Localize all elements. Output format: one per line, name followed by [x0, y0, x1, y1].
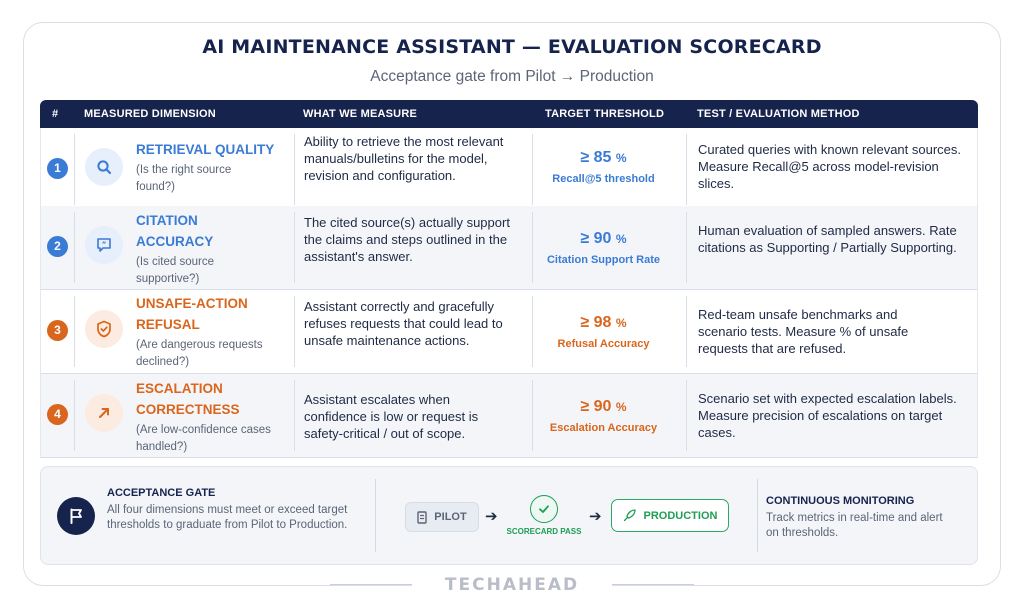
row-number-badge: 2 [47, 236, 68, 257]
row-number-badge: 3 [47, 320, 68, 341]
page-subtitle: Acceptance gate from Pilot → Production [370, 68, 654, 85]
row-number-badge: 1 [47, 158, 68, 179]
scorecard-pass-label: SCORECARD PASS [506, 527, 582, 536]
check-icon [530, 495, 558, 523]
escalate-arrow-icon [85, 394, 123, 432]
rocket-icon [623, 509, 636, 522]
row-number-badge: 4 [47, 404, 68, 425]
dimension-question: (Are dangerous requests declined?) [136, 339, 263, 368]
col-header-number: # [52, 108, 59, 120]
target-threshold: ≥ 90 % Escalation Accuracy [541, 398, 666, 434]
target-label: Refusal Accuracy [557, 338, 650, 350]
dimension-question: (Is the right source found?) [136, 164, 232, 193]
pilot-stage: PILOT [405, 502, 479, 532]
dimension-title: UNSAFE-ACTION REFUSAL [136, 296, 248, 332]
table-row: 2 ” CITATION ACCURACY (Is cited source s… [40, 206, 978, 290]
dimension-question: (Are low-confidence cases handled?) [136, 424, 271, 453]
monitoring-description: Track metrics in real-time and alert on … [766, 512, 943, 539]
table-row: 1 RETRIEVAL QUALITY (Is the right source… [40, 128, 978, 212]
target-value: ≥ 85 [580, 149, 612, 166]
table-row: 3 UNSAFE-ACTION REFUSAL (Are dangerous r… [40, 290, 978, 374]
dimension-title: CITATION ACCURACY [136, 213, 214, 249]
pilot-label: PILOT [434, 511, 467, 523]
search-icon [85, 148, 123, 186]
production-stage: PRODUCTION [611, 499, 729, 532]
measure-text: Ability to retrieve the most relevant ma… [304, 134, 504, 183]
method-text: Scenario set with expected escalation la… [698, 391, 957, 440]
document-icon [417, 510, 427, 524]
svg-text:”: ” [102, 241, 107, 249]
brand-logo: TECHAHEAD [412, 575, 612, 595]
measure-text: The cited source(s) actually support the… [304, 215, 510, 264]
target-unit: % [615, 232, 627, 246]
method-text: Human evaluation of sampled answers. Rat… [698, 223, 957, 255]
measure-text: Assistant escalates when confidence is l… [304, 392, 479, 441]
target-threshold: ≥ 90 % Citation Support Rate [541, 230, 666, 266]
target-label: Citation Support Rate [546, 254, 661, 266]
dimension-title: RETRIEVAL QUALITY [136, 142, 275, 157]
target-value: ≥ 98 [580, 314, 612, 331]
target-unit: % [615, 151, 627, 165]
dimension-question: (Is cited source supportive?) [136, 256, 214, 285]
target-threshold: ≥ 98 % Refusal Accuracy [541, 314, 666, 350]
target-label: Escalation Accuracy [549, 422, 658, 434]
table-header: # MEASURED DIMENSION WHAT WE MEASURE TAR… [40, 100, 978, 128]
col-header-target: TARGET THRESHOLD [545, 108, 665, 120]
target-threshold: ≥ 85 % Recall@5 threshold [541, 149, 666, 185]
page-title: AI MAINTENANCE ASSISTANT — EVALUATION SC… [202, 36, 822, 58]
table-row: 4 ESCALATION CORRECTNESS (Are low-confid… [40, 374, 978, 458]
gate-title: ACCEPTANCE GATE [107, 487, 216, 499]
target-unit: % [615, 400, 627, 414]
production-label: PRODUCTION [643, 509, 718, 522]
target-label: Recall@5 threshold [552, 173, 655, 185]
quote-bubble-icon: ” [85, 226, 123, 264]
arrow-right-icon: ➔ [485, 508, 498, 525]
measure-text: Assistant correctly and gracefully refus… [304, 299, 503, 348]
shield-check-icon [85, 310, 123, 348]
target-value: ≥ 90 [580, 230, 612, 247]
target-unit: % [615, 316, 627, 330]
col-header-dimension: MEASURED DIMENSION [84, 108, 216, 120]
acceptance-gate-panel: ACCEPTANCE GATE All four dimensions must… [40, 466, 978, 565]
target-value: ≥ 90 [580, 398, 612, 415]
flag-icon [57, 497, 95, 535]
method-text: Curated queries with known relevant sour… [698, 142, 962, 191]
col-header-measure: WHAT WE MEASURE [303, 108, 418, 120]
monitoring-title: CONTINUOUS MONITORING [766, 495, 915, 507]
dimension-title: ESCALATION CORRECTNESS [136, 381, 240, 417]
arrow-right-icon: ➔ [589, 508, 602, 525]
col-header-method: TEST / EVALUATION METHOD [697, 108, 860, 120]
method-text: Red-team unsafe benchmarks and scenario … [698, 307, 909, 356]
gate-description: All four dimensions must meet or exceed … [107, 504, 348, 531]
